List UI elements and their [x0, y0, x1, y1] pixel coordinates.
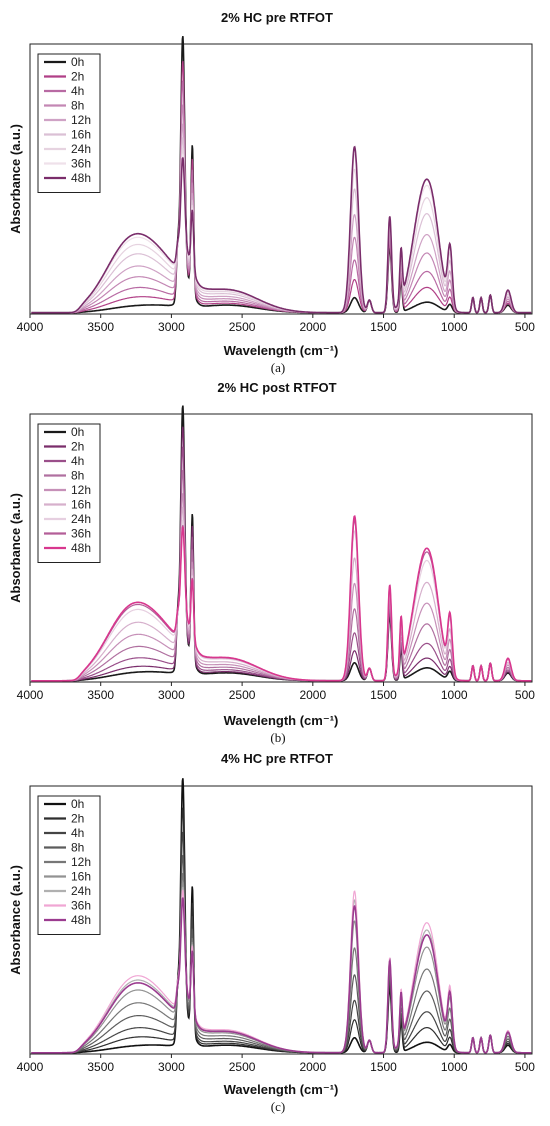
series-line-12h — [31, 873, 532, 1054]
series-line-16h — [31, 881, 532, 1054]
plot-frame — [29, 785, 533, 1055]
legend-label: 0h — [71, 425, 84, 439]
x-tick-label: 3000 — [158, 1060, 185, 1074]
legend-label: 36h — [71, 899, 91, 913]
figure-caption: (a) — [271, 360, 285, 375]
y-axis-label: Absorbance (a.u.) — [8, 493, 23, 603]
x-tick-label: 2000 — [299, 1060, 326, 1074]
x-tick-label: 500 — [515, 1060, 535, 1074]
series-line-12h — [31, 493, 532, 682]
series-line-24h — [31, 886, 532, 1054]
legend-label: 16h — [71, 870, 91, 884]
series-line-16h — [31, 137, 532, 314]
legend-label: 48h — [71, 913, 91, 927]
y-axis-label: Absorbance (a.u.) — [8, 124, 23, 234]
x-tick-label: 1000 — [441, 1060, 468, 1074]
legend-label: 4h — [71, 454, 84, 468]
series-line-24h — [31, 520, 532, 682]
plot-frame — [29, 43, 533, 315]
x-tick-label: 1000 — [441, 320, 468, 334]
x-tick-label: 3500 — [87, 320, 114, 334]
series-line-48h — [31, 897, 532, 1054]
y-axis-label: Absorbance (a.u.) — [8, 865, 23, 975]
x-tick-label: 3500 — [87, 688, 114, 702]
series-line-36h — [31, 519, 532, 682]
x-tick-label: 500 — [515, 320, 535, 334]
chart-c-svg: 4% HC pre RTFOT Wavelength (cm⁻¹) Absorb… — [8, 751, 535, 1114]
series-line-4h — [31, 80, 532, 314]
legend-label: 0h — [71, 55, 84, 69]
legend-label: 4h — [71, 84, 84, 98]
x-axis-label: Wavelength (cm⁻¹) — [224, 1082, 339, 1097]
legend-label: 2h — [71, 440, 84, 454]
legend-label: 8h — [71, 841, 84, 855]
x-tick-label: 4000 — [17, 320, 44, 334]
series-lines — [31, 405, 532, 682]
x-axis-ticks: 4000 3500 3000 2500 2000 1500 1000 500 — [17, 314, 535, 334]
plot-frame — [29, 413, 533, 683]
chart-a-svg: 2% HC pre RTFOT Wavelength (cm⁻¹) Absorb… — [8, 10, 535, 375]
x-tick-label: 4000 — [17, 1060, 44, 1074]
chart-title: 2% HC post RTFOT — [217, 380, 336, 395]
legend-label: 16h — [71, 498, 91, 512]
legend-label: 8h — [71, 469, 84, 483]
legend-label: 24h — [71, 512, 91, 526]
chart-panel-b: 2% HC post RTFOT Wavelength (cm⁻¹) Absor… — [0, 370, 550, 745]
chart-title: 4% HC pre RTFOT — [221, 751, 333, 766]
x-axis-ticks: 4000 3500 3000 2500 2000 1500 1000 500 — [17, 1054, 535, 1074]
chart-b-svg: 2% HC post RTFOT Wavelength (cm⁻¹) Absor… — [8, 380, 535, 745]
x-tick-label: 1500 — [370, 1060, 397, 1074]
x-tick-label: 3000 — [158, 688, 185, 702]
x-tick-label: 3000 — [158, 320, 185, 334]
x-tick-label: 2500 — [229, 320, 256, 334]
series-lines — [31, 778, 532, 1054]
x-axis-label: Wavelength (cm⁻¹) — [224, 343, 339, 358]
legend-label: 8h — [71, 99, 84, 113]
series-line-48h — [31, 145, 532, 314]
x-tick-label: 1000 — [441, 688, 468, 702]
x-axis-label: Wavelength (cm⁻¹) — [224, 713, 339, 728]
legend-label: 2h — [71, 70, 84, 84]
chart-title: 2% HC pre RTFOT — [221, 10, 333, 25]
legend-label: 12h — [71, 113, 91, 127]
legend-label: 24h — [71, 884, 91, 898]
x-tick-label: 500 — [515, 688, 535, 702]
x-tick-label: 2000 — [299, 688, 326, 702]
x-axis-ticks: 4000 3500 3000 2500 2000 1500 1000 500 — [17, 682, 535, 702]
legend-label: 36h — [71, 157, 91, 171]
x-tick-label: 2500 — [229, 1060, 256, 1074]
legend-label: 2h — [71, 812, 84, 826]
legend-label: 24h — [71, 142, 91, 156]
series-line-8h — [31, 854, 532, 1054]
chart-panel-c: 4% HC pre RTFOT Wavelength (cm⁻¹) Absorb… — [0, 745, 550, 1120]
figure-caption: (b) — [270, 730, 285, 745]
series-line-12h — [31, 123, 532, 314]
legend-label: 4h — [71, 826, 84, 840]
series-lines — [31, 36, 532, 314]
legend-label: 36h — [71, 527, 91, 541]
legend-label: 12h — [71, 483, 91, 497]
x-tick-label: 1500 — [370, 688, 397, 702]
legend-label: 0h — [71, 797, 84, 811]
legend-label: 12h — [71, 855, 91, 869]
x-tick-label: 3500 — [87, 1060, 114, 1074]
legend-label: 16h — [71, 128, 91, 142]
chart-panel-a: 2% HC pre RTFOT Wavelength (cm⁻¹) Absorb… — [0, 0, 550, 375]
legend-label: 48h — [71, 171, 91, 185]
figure-caption: (c) — [271, 1099, 285, 1114]
series-line-48h — [31, 514, 532, 682]
x-tick-label: 2500 — [229, 688, 256, 702]
x-tick-label: 1500 — [370, 320, 397, 334]
x-tick-label: 4000 — [17, 688, 44, 702]
x-tick-label: 2000 — [299, 320, 326, 334]
series-line-4h — [31, 831, 532, 1054]
legend-label: 48h — [71, 541, 91, 555]
series-line-36h — [31, 153, 532, 314]
series-line-4h — [31, 446, 532, 682]
series-line-36h — [31, 889, 532, 1054]
